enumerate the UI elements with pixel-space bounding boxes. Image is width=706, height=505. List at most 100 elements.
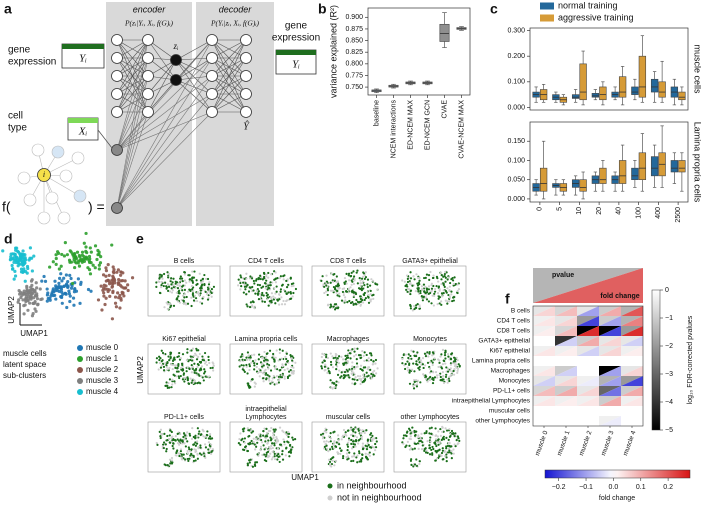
umap-point <box>253 307 256 310</box>
input-label: gene <box>8 45 31 56</box>
umap-point <box>351 378 354 381</box>
legend-label: normal training <box>558 0 618 10</box>
umap-point <box>340 371 343 374</box>
umap-point <box>328 448 332 451</box>
umap-point <box>359 364 363 367</box>
fold-change-cell <box>533 306 555 316</box>
umap-point <box>325 355 328 359</box>
umap-point <box>288 432 291 435</box>
connection <box>175 39 213 61</box>
box <box>650 156 659 177</box>
umap-point <box>265 434 268 437</box>
umap-point <box>410 458 413 461</box>
umap-point <box>458 365 461 368</box>
umap-point <box>334 445 337 448</box>
umap-point <box>453 356 456 359</box>
umap-point <box>435 275 439 278</box>
umap-point <box>333 464 336 467</box>
umap-point <box>347 287 350 290</box>
umap-point <box>285 434 289 437</box>
legend-marker <box>77 367 83 373</box>
umap-point <box>281 283 284 286</box>
umap-point <box>418 368 421 371</box>
umap-point <box>415 273 418 276</box>
umap-point <box>194 459 197 462</box>
umap-point <box>164 464 167 467</box>
umap-point <box>196 362 200 366</box>
umap-point <box>427 274 431 277</box>
umap-point <box>165 447 168 451</box>
umap-point <box>428 361 432 364</box>
colorbar-tick-label: 0.0 <box>609 484 619 491</box>
umap-point <box>370 446 373 449</box>
umap-point <box>406 369 410 372</box>
umap-point <box>335 365 339 368</box>
umap-point <box>288 370 291 373</box>
y-axis-label: UMAP2 <box>7 296 16 324</box>
umap-point <box>406 280 410 284</box>
umap-point <box>197 355 200 358</box>
umap-point <box>453 364 456 368</box>
umap-point <box>112 268 116 272</box>
umap-point <box>97 267 101 271</box>
fold-change-cell <box>621 346 643 356</box>
umap-point <box>278 293 281 296</box>
umap-point <box>369 289 372 293</box>
umap-point <box>166 464 169 467</box>
panel-title: other Lymphocytes <box>401 414 460 421</box>
umap-point <box>198 352 201 356</box>
umap-point <box>264 437 267 440</box>
umap-point <box>38 287 42 291</box>
umap-point <box>442 291 445 295</box>
umap-point <box>240 285 243 288</box>
umap-point <box>268 287 271 290</box>
umap-point <box>212 369 215 372</box>
umap-point <box>449 363 453 366</box>
input-bar <box>62 44 104 49</box>
umap-point <box>449 367 452 370</box>
umap-point <box>431 453 434 456</box>
umap-point <box>170 277 173 280</box>
umap-point <box>365 429 368 432</box>
umap-point <box>202 295 205 299</box>
umap-point <box>446 370 450 373</box>
umap-point <box>259 445 263 448</box>
umap-point <box>166 368 169 371</box>
umap-point <box>239 432 242 435</box>
umap-point <box>448 444 451 448</box>
umap-point <box>1 249 5 253</box>
umap-point <box>331 366 335 369</box>
umap-point <box>375 372 378 375</box>
umap-point <box>62 254 67 258</box>
umap-point <box>162 272 166 276</box>
umap-point <box>343 362 346 365</box>
umap-point <box>265 275 268 278</box>
umap-point <box>353 367 356 370</box>
umap-point <box>426 451 429 454</box>
umap-point <box>441 371 444 374</box>
umap-point <box>335 285 338 288</box>
connection <box>116 39 149 209</box>
y-tick-label: 0.000 <box>507 104 525 111</box>
umap-point <box>351 369 354 372</box>
umap-point <box>253 282 256 285</box>
umap-point <box>373 369 376 373</box>
umap-point <box>347 356 350 359</box>
umap-point <box>418 304 421 307</box>
umap-point <box>429 291 432 295</box>
umap-point <box>355 271 358 274</box>
umap-point <box>365 448 369 451</box>
umap-point <box>337 355 341 358</box>
umap-point <box>332 285 336 289</box>
umap-point <box>443 359 446 363</box>
connection <box>116 57 149 209</box>
umap-point <box>292 284 295 287</box>
umap-point <box>359 303 362 306</box>
fold-change-cell <box>533 376 555 386</box>
umap-point <box>166 434 169 438</box>
umap-point <box>251 430 255 433</box>
umap-point <box>357 439 360 442</box>
umap-point <box>261 362 264 365</box>
umap-point <box>26 308 30 312</box>
